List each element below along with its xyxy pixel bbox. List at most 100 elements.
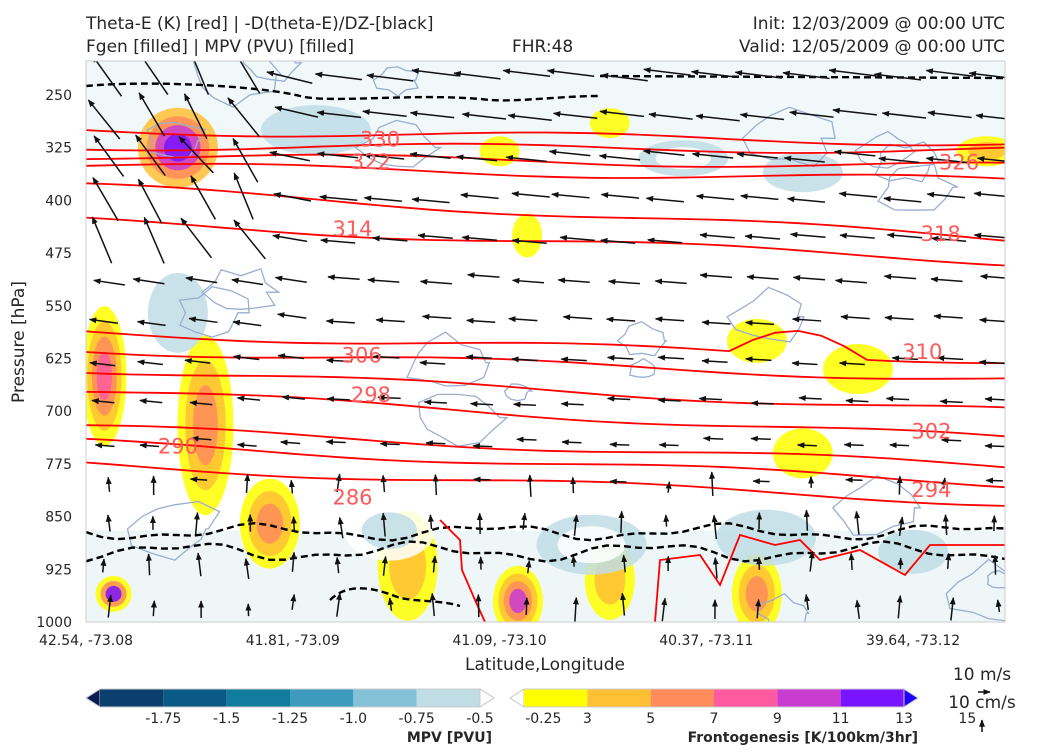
wind-vector	[745, 356, 772, 363]
mpv-colorbar-extend-low	[85, 688, 101, 708]
fgen-colorbar-tick-label: 13	[895, 711, 913, 727]
wind-vector	[712, 556, 719, 579]
wind-vector	[925, 155, 967, 164]
theta-e-contour-318	[86, 182, 1005, 242]
wind-vector	[838, 191, 878, 198]
wind-vector	[833, 149, 876, 157]
wind-vector	[91, 398, 115, 405]
wind-vector	[516, 436, 537, 443]
wind-vector	[654, 316, 685, 323]
wind-vector	[91, 216, 113, 264]
fgen-fill-region	[968, 141, 1005, 161]
theta-e-label: 330	[360, 127, 400, 151]
wind-vector	[363, 195, 402, 203]
mpv-colorbar-tick-label: -1.25	[272, 711, 308, 727]
mpv-colorbar-label: MPV [PVU]	[407, 730, 492, 746]
wind-vector	[93, 135, 125, 177]
wind-vector	[572, 514, 579, 536]
wind-vector	[941, 477, 948, 489]
wind-vector	[372, 235, 408, 242]
wind-vector	[377, 394, 401, 401]
mpv-colorbar: -1.75 -1.5 -1.25 -1.0 -0.75 -0.5 -0.25	[85, 688, 561, 727]
wind-vector	[949, 596, 956, 621]
mpv-colorbar-tick-label: -0.5	[466, 711, 493, 727]
wind-vector	[461, 111, 507, 120]
wind-vector	[695, 193, 735, 201]
wind-vector	[889, 442, 910, 449]
fgen-fill-region	[745, 576, 768, 612]
wind-vector	[243, 558, 250, 580]
wind-vector	[190, 435, 212, 442]
mpv-colorbar-segment	[163, 689, 227, 707]
mpv-contour-line	[945, 558, 1005, 622]
wind-vector	[105, 514, 112, 532]
wind-vector	[527, 474, 534, 497]
wind-vector	[411, 196, 450, 204]
fgen-colorbar-segment	[524, 689, 588, 707]
mpv-contour-line	[726, 286, 805, 343]
wind-vector	[973, 190, 1005, 198]
wind-vector	[968, 70, 1005, 79]
wind-vector	[699, 232, 735, 239]
wind-vector	[782, 70, 830, 80]
wind-vector	[883, 196, 922, 203]
wind-vector	[701, 358, 728, 365]
wind-vector	[511, 277, 545, 284]
wind-vector	[511, 191, 550, 198]
wind-vector	[942, 514, 949, 536]
wind-vector	[845, 476, 863, 483]
wind-vector	[461, 234, 497, 241]
wind-vector	[755, 598, 762, 619]
wind-vector	[244, 473, 251, 493]
wind-vector	[227, 97, 261, 138]
wind-vector	[136, 359, 164, 366]
fgen-colorbar-segment	[777, 689, 841, 707]
fgen-colorbar-tick-label: 9	[773, 711, 782, 727]
wind-vector	[380, 512, 387, 537]
valid-time: Valid: 12/05/2009 @ 00:00 UTC	[739, 37, 1005, 57]
wind-vector	[417, 232, 453, 240]
wind-vector	[927, 110, 972, 119]
wind-vector	[525, 559, 532, 574]
wind-vector	[325, 438, 346, 445]
wind-vector	[552, 111, 598, 120]
wind-vector	[511, 237, 547, 244]
wind-vector	[87, 99, 121, 140]
wind-vector	[512, 401, 536, 408]
fgen-colorbar-tick-label: 5	[646, 711, 655, 727]
fgen-colorbar-extend-low	[509, 688, 525, 708]
wind-vector	[432, 473, 439, 496]
wind-vector	[193, 61, 210, 95]
mpv-contour-line	[831, 475, 922, 536]
stability-contour	[86, 521, 1005, 542]
wind-vector	[316, 151, 359, 159]
wind-vector	[269, 150, 310, 162]
wind-vector	[783, 155, 825, 163]
wind-vector	[665, 481, 672, 493]
x-tick-label: 39.64, -73.12	[866, 633, 960, 649]
wind-vector	[233, 219, 266, 260]
wind-vector	[930, 276, 963, 283]
mpv-contour-line	[178, 285, 250, 338]
stability-contour	[86, 540, 1005, 563]
wind-vector	[239, 61, 261, 94]
mpv-contour-line	[503, 383, 534, 402]
wind-vector	[325, 318, 355, 325]
wind-vector	[845, 397, 869, 404]
mpv-contour-line	[987, 569, 1005, 589]
wind-vector	[691, 151, 734, 159]
wind-vector	[372, 353, 400, 360]
wind-vector	[884, 314, 914, 321]
fgen-colorbar-tick-label: 7	[710, 711, 719, 727]
stability-contours	[86, 74, 1005, 608]
x-tick-label: 40.37, -73.11	[659, 633, 753, 649]
mpv-colorbar-extend-high	[479, 688, 495, 708]
fgen-colorbar-tick-label: 15	[958, 711, 976, 727]
wind-vector	[281, 394, 306, 401]
wind-vector	[366, 73, 414, 82]
mpv-contour-line	[192, 61, 284, 108]
wind-vector	[896, 475, 903, 495]
wind-vector	[657, 354, 685, 361]
wind-vector	[796, 442, 817, 449]
